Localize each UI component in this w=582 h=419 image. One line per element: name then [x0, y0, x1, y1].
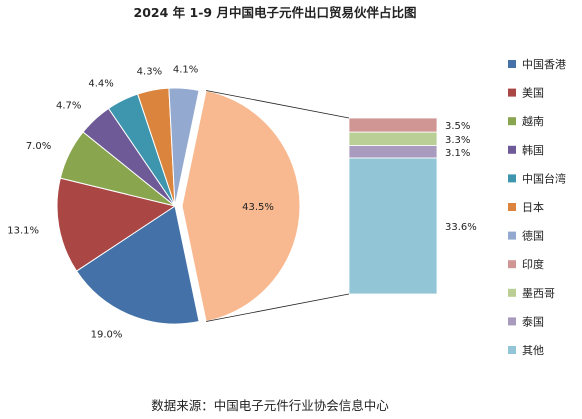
pie-label-e585b6e4bb96e7bb84e59088: 43.5%	[242, 202, 274, 213]
legend-swatch-e58db0e5baa6	[508, 260, 516, 269]
legend-label-e99fa9e59bbd: 韩国	[522, 143, 544, 157]
legend-swatch-e4b8ade59bbde58fb0e6b9be	[508, 174, 516, 183]
legend-swatch-e697a5e69cac	[508, 203, 516, 211]
bar-segment-e5a2a8e8a5bfe593a5	[348, 131, 438, 146]
pie-label-e99fa9e59bbd: 4.7%	[56, 101, 81, 112]
chart-title: 2024 年 1-9 月中国电子元件出口贸易伙伴占比图	[134, 5, 417, 20]
bar-label-e585b6e4bb96: 33.6%	[445, 222, 477, 233]
legend-label-e7be8ee59bbd: 美国	[522, 87, 544, 100]
pie-group: 19.0% 13.1% 7.0% 4.7% 4.4% 4.3% 4.1% 43.5%	[7, 64, 301, 341]
bar-segment-e585b6e4bb96	[348, 157, 438, 295]
pie-label-e697a5e69cac: 4.3%	[137, 66, 162, 77]
legend-swatch-e6b3b0e59bbd	[508, 317, 516, 326]
pie-label-e5beb7e59bbd: 4.1%	[173, 64, 198, 75]
pie-slice-e5beb7e59bbd	[168, 87, 200, 207]
pie-slice-e4b8ade59bbde9a699e6b8af	[75, 205, 200, 325]
pie-label-e4b8ade59bbde58fb0e6b9be: 4.4%	[88, 78, 113, 89]
legend-label-e6b3b0e59bbd: 泰国	[522, 314, 544, 328]
bar-segment-e58db0e5baa6	[348, 117, 438, 133]
pie-label-e4b8ade59bbde9a699e6b8af: 19.0%	[91, 330, 123, 341]
legend-swatch-e7be8ee59bbd	[508, 88, 516, 97]
bar-label-e58db0e5baa6: 3.5%	[445, 121, 470, 132]
legend-label-e585b6e4bb96: 其他	[522, 344, 544, 357]
legend-swatch-e5a2a8e8a5bfe593a5	[508, 288, 516, 297]
legend-label-e4b8ade59bbde9a699e6b8af: 中国香港	[522, 58, 566, 71]
data-source-note: 数据来源：中国电子元件行业协会信息中心	[151, 398, 389, 413]
legend-swatch-e585b6e4bb96	[508, 346, 516, 354]
connector-line-top	[206, 90, 350, 119]
bar-label-e6b3b0e59bbd: 3.1%	[445, 148, 470, 159]
pie-slice-e585b6e4bb96e7bb84e59088	[181, 89, 301, 323]
legend-swatch-e99fa9e59bbd	[508, 145, 516, 154]
connector-line-bottom	[206, 293, 350, 322]
legend-label-e58db0e5baa6: 印度	[522, 257, 544, 271]
legend-label-e5beb7e59bbd: 德国	[522, 229, 544, 243]
breakdown-bar: 3.5% 3.3% 3.1% 33.6%	[206, 90, 477, 322]
legend-label-e697a5e69cac: 日本	[522, 200, 544, 214]
bar-segment-e6b3b0e59bbd	[348, 145, 438, 159]
legend-label-e4b8ade59bbde58fb0e6b9be: 中国台湾	[522, 171, 566, 185]
legend-swatch-e5beb7e59bbd	[508, 231, 516, 240]
pie-label-e8b68ae58d97: 7.0%	[26, 141, 51, 152]
legend-label-e5a2a8e8a5bfe593a5: 墨西哥	[522, 287, 555, 300]
bar-label-e5a2a8e8a5bfe593a5: 3.3%	[445, 135, 470, 146]
legend-swatch-e8b68ae58d97	[508, 117, 516, 126]
legend-swatch-e4b8ade59bbde9a699e6b8af	[508, 60, 516, 68]
pie-slice-e7be8ee59bbd	[56, 177, 177, 272]
pie-label-e7be8ee59bbd: 13.1%	[7, 226, 39, 237]
legend-label-e8b68ae58d97: 越南	[522, 114, 544, 128]
